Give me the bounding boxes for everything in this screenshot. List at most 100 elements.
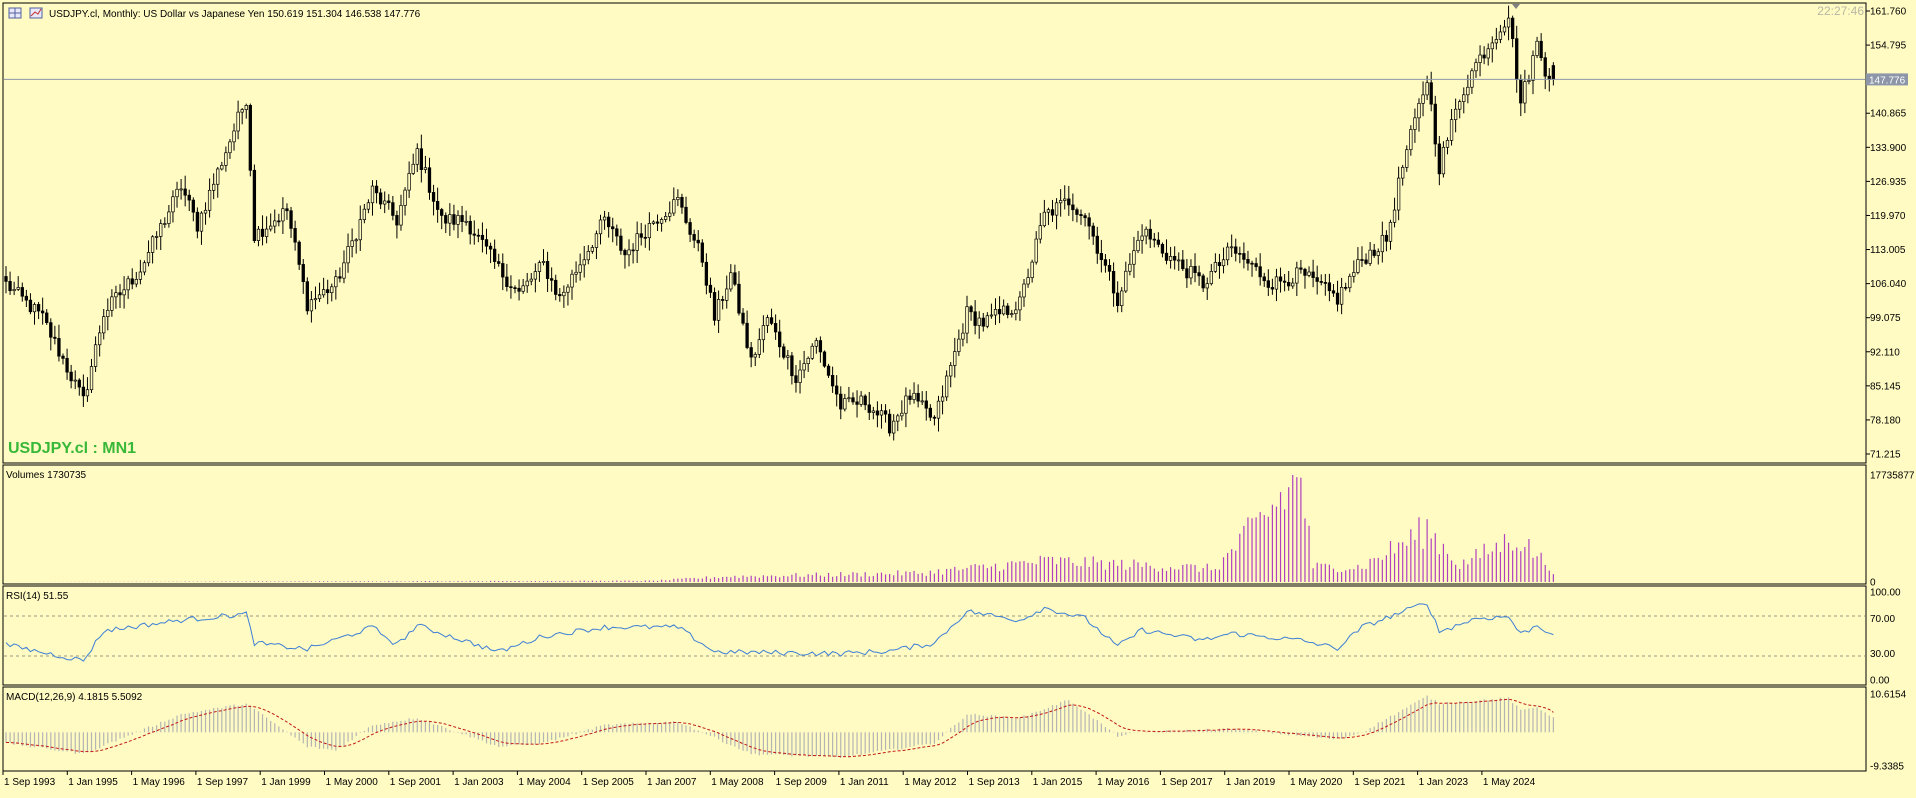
price-candle — [1506, 5, 1511, 41]
price-candle — [1038, 213, 1042, 244]
volume-panel-frame — [2, 464, 1867, 585]
chart-shift-marker-icon[interactable] — [1512, 4, 1520, 9]
price-candle — [1152, 232, 1156, 248]
price-candle — [1531, 50, 1535, 95]
price-candle — [541, 249, 546, 266]
price-candle — [1128, 253, 1132, 276]
price-candle — [1001, 299, 1006, 316]
price-candle — [1034, 231, 1038, 265]
time-tick-label: 1 Jan 2003 — [454, 777, 504, 788]
price-candle — [1063, 185, 1067, 210]
price-candle — [1348, 273, 1352, 293]
price-candle — [737, 271, 741, 316]
price-candle — [794, 365, 798, 393]
price-candle — [476, 228, 481, 243]
rsi-tick-label: 30.00 — [1870, 649, 1895, 660]
price-candle — [1197, 265, 1201, 286]
price-candle — [1445, 137, 1450, 155]
price-candle — [150, 235, 155, 264]
price-candle — [611, 217, 615, 243]
price-candle — [334, 269, 338, 300]
price-candle — [20, 282, 24, 302]
price-candle — [798, 360, 802, 394]
price-candle — [1405, 145, 1409, 172]
rsi-axis: 100.00 70.00 30.00 0.00 — [1870, 588, 1901, 687]
price-candle — [423, 155, 428, 174]
price-candle — [712, 287, 717, 326]
price-candle — [525, 272, 529, 293]
price-candle — [1331, 283, 1336, 297]
price-candle — [399, 194, 403, 231]
price-candle — [635, 221, 639, 263]
price-candle — [619, 228, 623, 255]
price-candle — [1160, 242, 1165, 258]
price-candle — [932, 415, 937, 426]
price-candle — [366, 199, 371, 214]
price-candle — [216, 166, 220, 198]
price-candle — [1242, 242, 1246, 269]
volume-bars-layer — [9, 474, 1554, 582]
price-candle — [1111, 262, 1116, 307]
price-candle — [997, 296, 1002, 324]
price-candle — [1254, 257, 1258, 271]
price-candle — [912, 382, 916, 404]
price-candle — [1087, 212, 1091, 240]
price-candle — [1344, 282, 1348, 291]
price-candle — [305, 277, 309, 315]
price-candle — [1185, 259, 1189, 288]
price-candle — [949, 362, 953, 388]
price-candle — [12, 281, 16, 296]
price-candle — [1291, 277, 1295, 289]
rsi-panel-frame — [2, 585, 1867, 686]
price-candle — [183, 175, 187, 207]
price-candle — [977, 311, 981, 339]
price-candle — [452, 204, 456, 231]
price-candle — [45, 309, 49, 325]
window-icons[interactable] — [8, 7, 43, 19]
price-candle — [1486, 43, 1490, 66]
price-tick-label: 78.180 — [1870, 415, 1901, 426]
price-tick-label: 126.935 — [1870, 177, 1907, 188]
price-candle — [655, 214, 660, 231]
rsi-line — [5, 603, 1554, 662]
price-candle — [32, 302, 37, 325]
price-candle — [953, 337, 957, 378]
price-candle — [326, 279, 330, 305]
price-candle — [1120, 287, 1124, 313]
price-candle — [1502, 19, 1507, 36]
price-candle — [1156, 232, 1161, 248]
price-candle — [118, 284, 122, 308]
time-tick-label: 1 Sep 1997 — [197, 777, 249, 788]
time-tick-label: 1 Jan 2007 — [647, 777, 697, 788]
price-candle — [1124, 261, 1128, 293]
price-candle — [114, 285, 118, 309]
price-candle — [1189, 259, 1193, 285]
price-candle — [1458, 99, 1462, 119]
price-candle — [1014, 301, 1018, 321]
price-candle — [867, 391, 871, 420]
time-tick-label: 1 Sep 2009 — [776, 777, 828, 788]
price-candle — [232, 123, 236, 151]
price-candle — [1417, 98, 1421, 132]
price-candle — [61, 353, 65, 365]
price-candle — [1221, 247, 1226, 274]
price-candle — [1026, 268, 1030, 288]
price-candle — [810, 343, 814, 360]
price-candle — [631, 243, 635, 264]
price-candle — [256, 226, 261, 247]
price-candle — [993, 298, 998, 325]
price-candle — [1388, 219, 1393, 250]
price-candle — [289, 206, 293, 238]
price-candle — [1453, 98, 1458, 133]
time-tick-label: 1 Sep 2005 — [583, 777, 635, 788]
price-candle — [875, 401, 880, 428]
price-candle — [342, 250, 346, 284]
price-candle — [1107, 259, 1112, 281]
price-candle — [236, 100, 240, 140]
price-candle — [1181, 250, 1185, 271]
price-candle — [159, 219, 163, 251]
price-candle — [607, 212, 611, 238]
price-candle — [961, 323, 965, 347]
price-candle — [391, 195, 395, 221]
